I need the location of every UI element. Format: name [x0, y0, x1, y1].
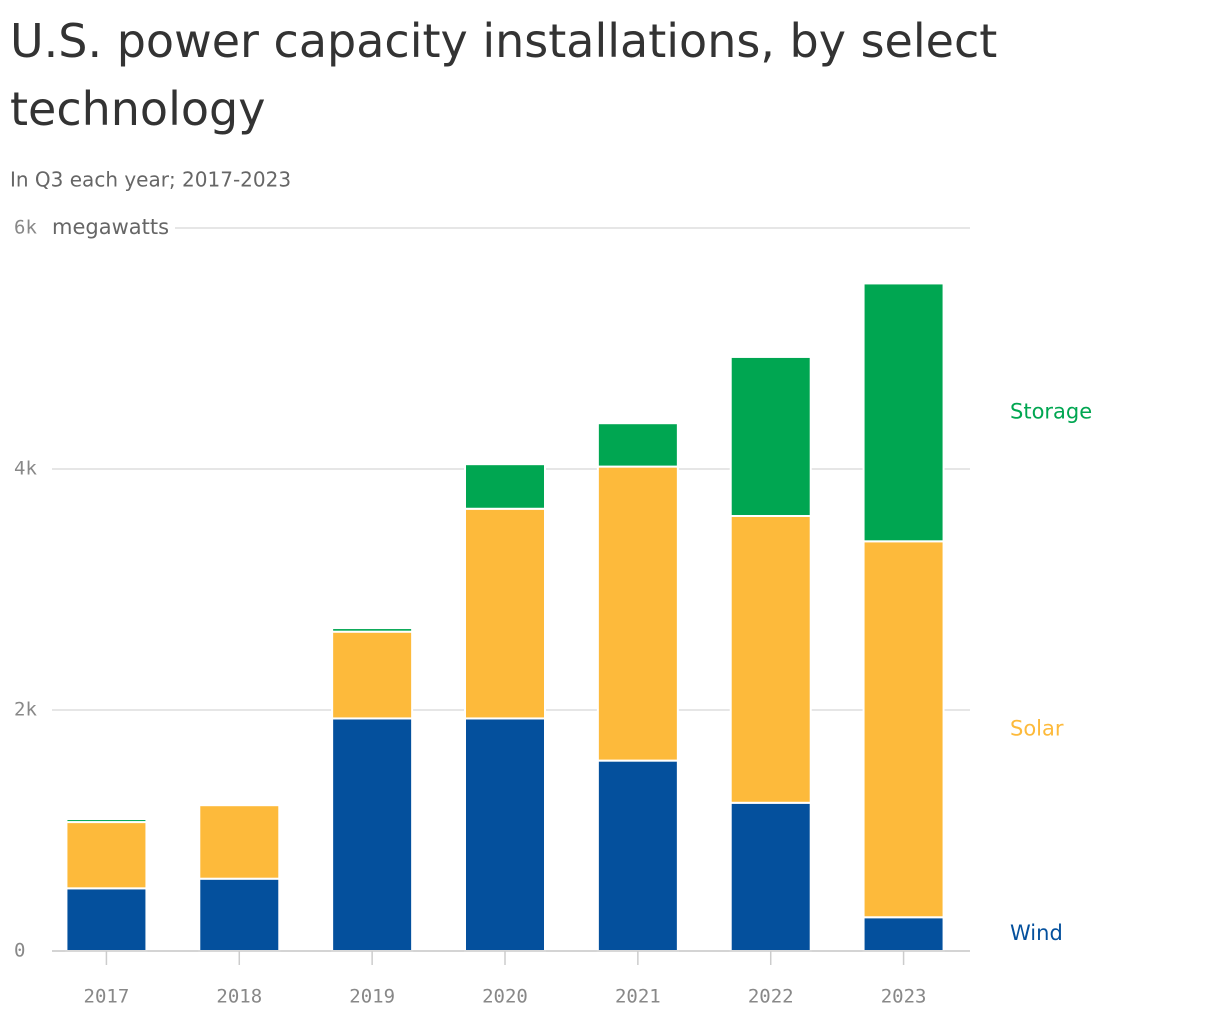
bar-segment [331, 717, 414, 952]
bar-segment [862, 916, 945, 953]
x-tick-label: 2023 [881, 986, 927, 1008]
x-tick-label: 2018 [216, 986, 262, 1008]
bar-segment [729, 514, 812, 804]
bar-segment [331, 627, 414, 633]
y-tick-label: 0 [14, 940, 25, 962]
x-tick-label: 2019 [349, 986, 395, 1008]
bar-segment [862, 540, 945, 919]
bar-segment [729, 801, 812, 952]
label-backing [0, 215, 176, 239]
bar-segment [198, 877, 281, 953]
legend-label: Wind [1010, 921, 1063, 945]
x-tick-label: 2021 [615, 986, 661, 1008]
bar-segment [596, 759, 679, 952]
bar-segment [596, 422, 679, 468]
chart-subtitle: In Q3 each year; 2017-2023 [10, 168, 291, 192]
bar-segment [65, 887, 148, 953]
chart-title: U.S. power capacity installations, by se… [10, 14, 997, 136]
bar-segment [464, 717, 546, 952]
y-tick-label: 2k [14, 699, 37, 721]
legend-label: Storage [1010, 399, 1092, 423]
bar-segment [596, 465, 679, 762]
bar-segment [65, 821, 148, 890]
y-tick-label: 4k [14, 458, 37, 480]
bar-segment [464, 507, 546, 720]
x-tick-label: 2017 [84, 986, 130, 1008]
x-tick-label: 2022 [748, 986, 794, 1008]
bar-segment [729, 355, 812, 517]
bar-segment [331, 630, 414, 720]
bar-segment [65, 818, 148, 824]
y-unit-label: megawatts [52, 215, 169, 239]
legend-label: Solar [1010, 716, 1064, 740]
bar-segment [464, 463, 546, 510]
y-tick-label: 6k [14, 217, 37, 239]
bar-segment [198, 804, 281, 880]
x-tick-label: 2020 [482, 986, 528, 1008]
bar-segment [862, 282, 945, 543]
